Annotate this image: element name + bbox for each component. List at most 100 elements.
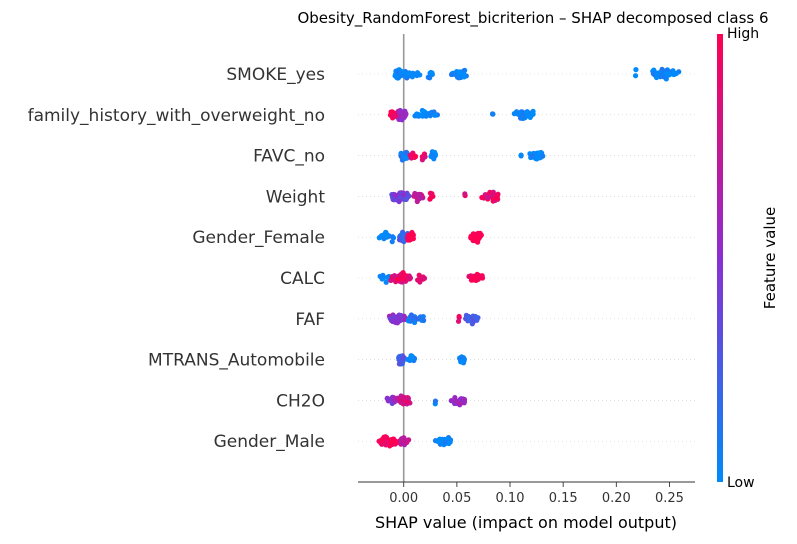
shap-point <box>392 192 399 198</box>
shap-point <box>400 113 406 119</box>
x-axis: 0.00 0.05 0.10 0.15 0.20 0.25 <box>358 481 695 506</box>
shap-point <box>455 318 462 324</box>
shap-point <box>511 111 517 117</box>
shap-point <box>459 355 465 361</box>
shap-point <box>412 190 418 197</box>
feature-label: CALC <box>280 269 325 289</box>
chart-title: Obesity_RandomForest_bicriterion – SHAP … <box>297 9 768 28</box>
shap-point <box>470 313 476 319</box>
shap-point <box>534 156 540 162</box>
shap-point <box>400 355 406 361</box>
feature-label: MTRANS_Automobile <box>148 351 325 371</box>
shap-point <box>412 153 418 159</box>
shap-point <box>401 439 407 445</box>
shap-point <box>518 152 524 158</box>
shap-point <box>460 396 467 403</box>
shap-point <box>429 71 435 78</box>
shap-point <box>419 111 425 118</box>
shap-point <box>529 153 535 159</box>
feature-label: Gender_Male <box>214 432 325 452</box>
shap-point <box>530 111 536 117</box>
shap-point <box>453 398 459 404</box>
x-tick-label: 0.10 <box>496 491 525 506</box>
feature-label: Gender_Female <box>192 228 325 248</box>
shap-point <box>409 317 415 323</box>
shap-point <box>670 71 676 77</box>
shap-point <box>479 194 485 201</box>
feature-label: CH2O <box>276 391 325 411</box>
shap-point <box>401 435 407 441</box>
shap-point <box>475 235 482 241</box>
shap-point <box>410 236 416 242</box>
shap-point <box>427 190 433 196</box>
shap-point <box>421 275 428 281</box>
shap-point <box>469 321 475 327</box>
shap-point <box>423 112 429 118</box>
shap-point <box>404 275 410 281</box>
shap-point <box>397 360 404 366</box>
shap-point <box>419 107 425 114</box>
shap-point <box>479 273 485 279</box>
shap-point <box>383 279 389 285</box>
shap-point <box>414 72 420 79</box>
x-axis-label: SHAP value (impact on model output) <box>375 513 677 532</box>
colorbar-low-label: Low <box>727 475 755 491</box>
shap-point <box>389 109 395 115</box>
shap-point <box>398 398 405 404</box>
colorbar <box>717 34 723 482</box>
feature-label: Weight <box>266 187 326 207</box>
shap-point <box>399 231 405 237</box>
shap-point <box>384 395 390 401</box>
shap-point <box>399 235 405 242</box>
shap-point <box>466 317 472 324</box>
shap-point <box>425 74 431 80</box>
shap-point <box>653 74 660 81</box>
shap-point <box>399 117 405 123</box>
x-tick-label: 0.05 <box>442 491 471 506</box>
shap-point <box>389 239 395 245</box>
colorbar-high-label: High <box>727 26 759 42</box>
shap-point <box>397 109 404 115</box>
shap-point <box>407 235 413 242</box>
shap-points <box>376 66 682 449</box>
shap-point <box>419 154 425 160</box>
feature-rows: SMOKE_yes family_history_with_overweight_… <box>28 65 695 452</box>
shap-point <box>408 355 415 362</box>
x-tick-label: 0.15 <box>549 491 578 506</box>
shap-point <box>659 72 665 79</box>
shap-point <box>402 74 408 80</box>
shap-point <box>468 233 474 239</box>
shap-point <box>380 272 386 278</box>
shap-point <box>416 272 422 278</box>
shap-point <box>390 234 396 240</box>
shap-point <box>448 71 455 78</box>
shap-point <box>446 439 452 445</box>
shap-point <box>379 232 385 239</box>
shap-point <box>432 398 439 404</box>
shap-point <box>396 198 402 205</box>
shap-point <box>389 318 396 324</box>
shap-point <box>431 156 437 162</box>
shap-point <box>459 359 465 365</box>
feature-label: FAVC_no <box>253 147 325 167</box>
shap-point <box>404 399 410 405</box>
feature-label: SMOKE_yes <box>226 65 325 85</box>
shap-point <box>396 315 402 322</box>
shap-point <box>489 192 496 198</box>
shap-point <box>402 154 408 161</box>
shap-point <box>456 69 463 75</box>
shap-point <box>431 149 438 155</box>
shap-point <box>395 276 401 282</box>
shap-point <box>494 192 500 198</box>
shap-point <box>414 111 420 117</box>
x-tick-label: 0.00 <box>389 491 418 506</box>
feature-label: FAF <box>295 310 325 330</box>
x-tick-label: 0.20 <box>602 491 631 506</box>
shap-point <box>442 439 448 445</box>
shap-point <box>632 73 639 79</box>
shap-point <box>383 438 389 445</box>
shap-point <box>519 112 525 118</box>
x-tick-label: 0.25 <box>655 491 684 506</box>
